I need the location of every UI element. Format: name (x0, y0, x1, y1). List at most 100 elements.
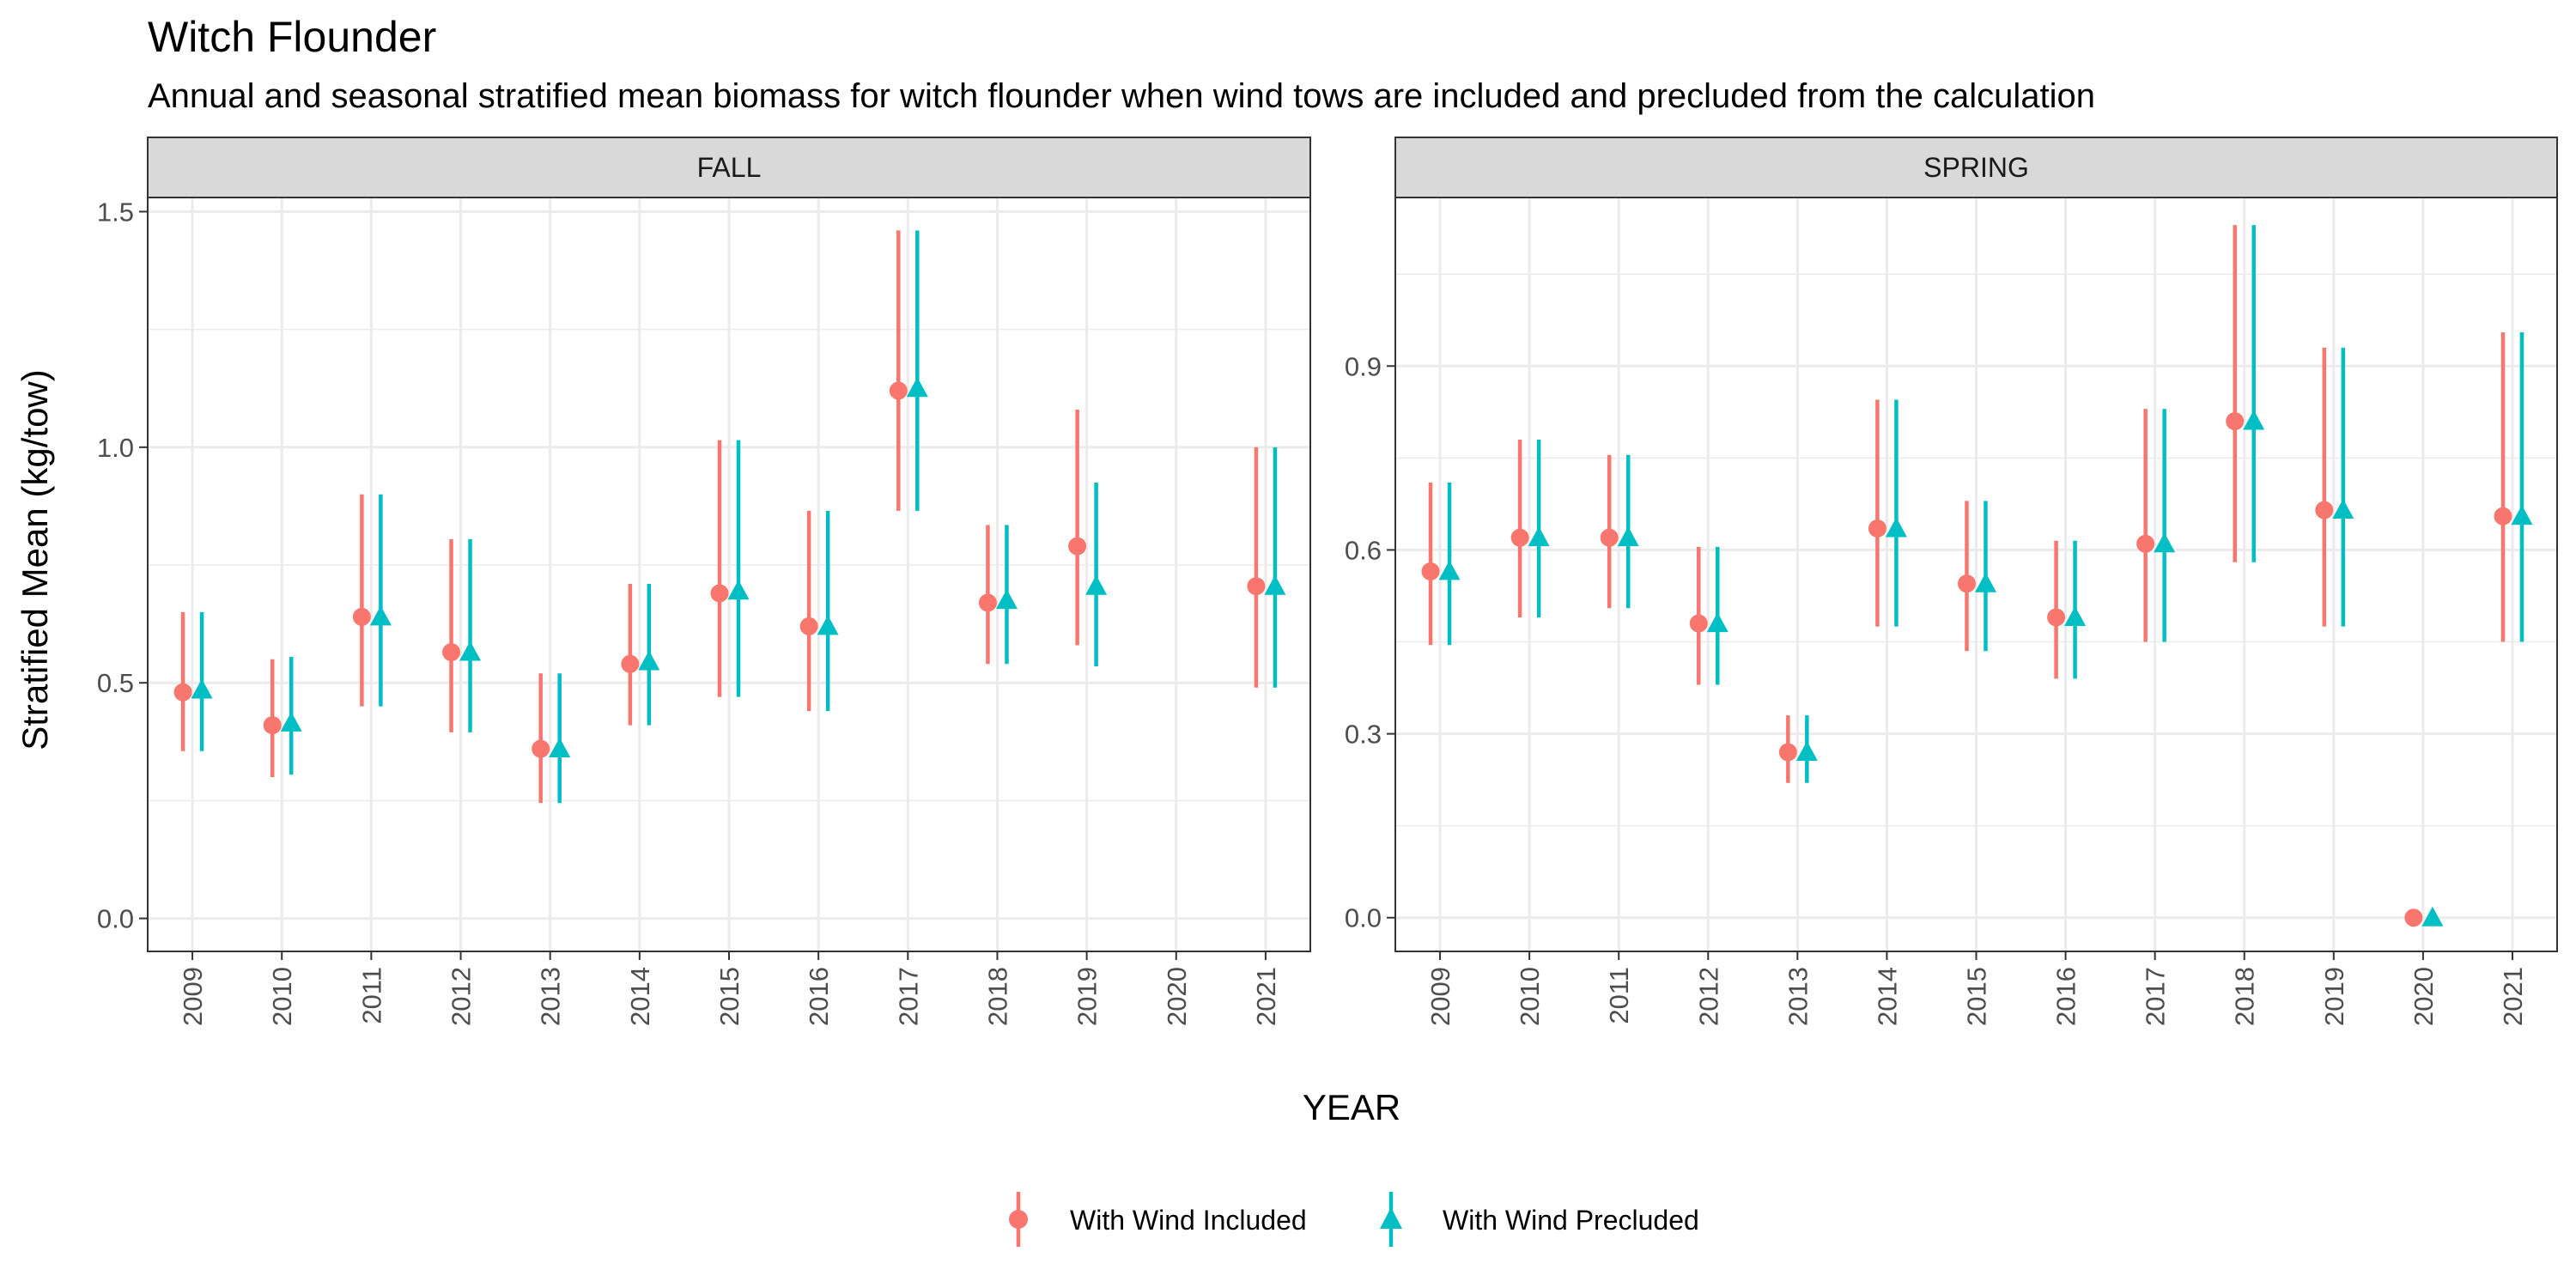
data-point (459, 641, 482, 661)
data-point (1600, 528, 1619, 547)
data-point (889, 381, 908, 400)
y-tick-label: 0.0 (1345, 903, 1382, 933)
data-point (1085, 574, 1108, 595)
data-point (2511, 505, 2533, 526)
x-tick-label: 2014 (625, 967, 655, 1026)
chart-title: Witch Flounder (148, 13, 437, 61)
x-tick-label: 2017 (893, 967, 923, 1026)
x-tick-label: 2021 (2498, 967, 2528, 1026)
data-point (2136, 534, 2155, 553)
legend-item-wind-included: With Wind Included (1009, 1192, 1307, 1247)
data-point (1528, 526, 1550, 547)
panels-layer: FALL 0.0 0.5 1.0 1.5 2009 2010 2011 2012 2013 2014… (97, 137, 2558, 1026)
legend-key-marker (1009, 1210, 1028, 1229)
x-tick-label: 2011 (356, 967, 386, 1024)
data-point (532, 739, 550, 758)
panel-fall: FALL 0.0 0.5 1.0 1.5 2009 2010 2011 2012 2013 2014… (97, 137, 1311, 1026)
x-tick-label: 2020 (2409, 967, 2439, 1026)
y-tick-label: 1.0 (97, 433, 134, 463)
data-point (1421, 562, 1440, 580)
legend-item-wind-precluded: With Wind Precluded (1380, 1192, 1699, 1247)
data-point (369, 605, 392, 626)
data-point (442, 643, 461, 662)
series-wind-precluded (1438, 225, 2533, 927)
data-point (727, 580, 750, 600)
data-point (173, 683, 192, 702)
x-tick-label: 2018 (982, 967, 1012, 1026)
data-point (1438, 560, 1461, 580)
data-point (1689, 614, 1708, 633)
data-point (1885, 517, 1907, 538)
data-point (2315, 501, 2334, 519)
x-tick-label: 2016 (804, 967, 834, 1026)
panel-strip-label: SPRING (1923, 152, 2029, 183)
x-tick-label: 2015 (714, 967, 744, 1026)
data-point (352, 607, 371, 626)
x-tick-label: 2010 (1515, 967, 1545, 1026)
data-point (1617, 526, 1639, 547)
data-point (2064, 605, 2087, 626)
data-point (280, 711, 302, 732)
data-point (978, 593, 997, 612)
data-point (2421, 906, 2444, 927)
data-point (2404, 908, 2423, 927)
x-tick-label: 2016 (2051, 967, 2081, 1026)
data-point (906, 377, 928, 398)
data-point (191, 678, 213, 699)
data-point (2243, 410, 2265, 430)
panel-spring: SPRING 0.0 0.3 0.6 0.9 2009 2010 2011 2012 2013 20… (1345, 137, 2558, 1026)
y-axis-label: Stratified Mean (kg/tow) (15, 369, 55, 750)
data-point (1068, 537, 1087, 556)
x-axis-label: YEAR (1303, 1087, 1400, 1127)
x-tick-label: 2013 (536, 967, 566, 1026)
data-point (2047, 608, 2066, 627)
x-tick-label: 2011 (1604, 967, 1634, 1024)
x-tick-label: 2010 (267, 967, 297, 1026)
y-tick-label: 1.5 (97, 197, 134, 227)
data-point (1958, 574, 1976, 593)
x-tick-label: 2019 (1072, 967, 1103, 1026)
data-point (995, 589, 1018, 610)
data-point (1264, 574, 1286, 595)
data-point (1247, 577, 1266, 596)
panel-border (1394, 197, 2558, 952)
data-point (710, 584, 729, 603)
legend-label: With Wind Included (1070, 1205, 1307, 1236)
data-point (621, 654, 640, 673)
data-point (2154, 532, 2176, 553)
panel-strip-label: FALL (697, 152, 762, 183)
data-point (1778, 743, 1797, 762)
data-point (1975, 572, 1996, 592)
y-tick-label: 0.6 (1345, 535, 1382, 565)
x-tick-label: 2020 (1162, 967, 1192, 1026)
data-point (263, 716, 282, 735)
x-tick-label: 2014 (1872, 967, 1902, 1026)
y-tick-label: 0.3 (1345, 720, 1382, 750)
series-wind-included (173, 230, 1266, 804)
x-tick-label: 2019 (2319, 967, 2349, 1026)
data-point (817, 615, 839, 635)
x-tick-label: 2015 (1962, 967, 1992, 1026)
y-tick-label: 0.5 (97, 668, 134, 698)
data-point (2332, 499, 2354, 519)
x-tick-label: 2018 (2230, 967, 2260, 1026)
data-point (2226, 412, 2245, 431)
x-tick-label: 2009 (1425, 967, 1455, 1026)
panel-strip (1394, 137, 2558, 198)
data-point (1795, 741, 1818, 762)
legend: With Wind Included With Wind Precluded (1009, 1192, 1699, 1247)
panel-border (147, 197, 1311, 952)
chart-subtitle: Annual and seasonal stratified mean biom… (148, 77, 2095, 115)
data-point (1706, 612, 1728, 633)
x-tick-label: 2012 (447, 967, 477, 1026)
x-tick-label: 2021 (1251, 967, 1281, 1026)
series-wind-included (1421, 225, 2512, 927)
x-tick-label: 2009 (178, 967, 208, 1026)
data-point (638, 650, 660, 671)
x-tick-label: 2017 (2141, 967, 2171, 1026)
legend-label: With Wind Precluded (1443, 1205, 1699, 1236)
series-wind-precluded (191, 230, 1286, 804)
data-point (549, 738, 571, 758)
